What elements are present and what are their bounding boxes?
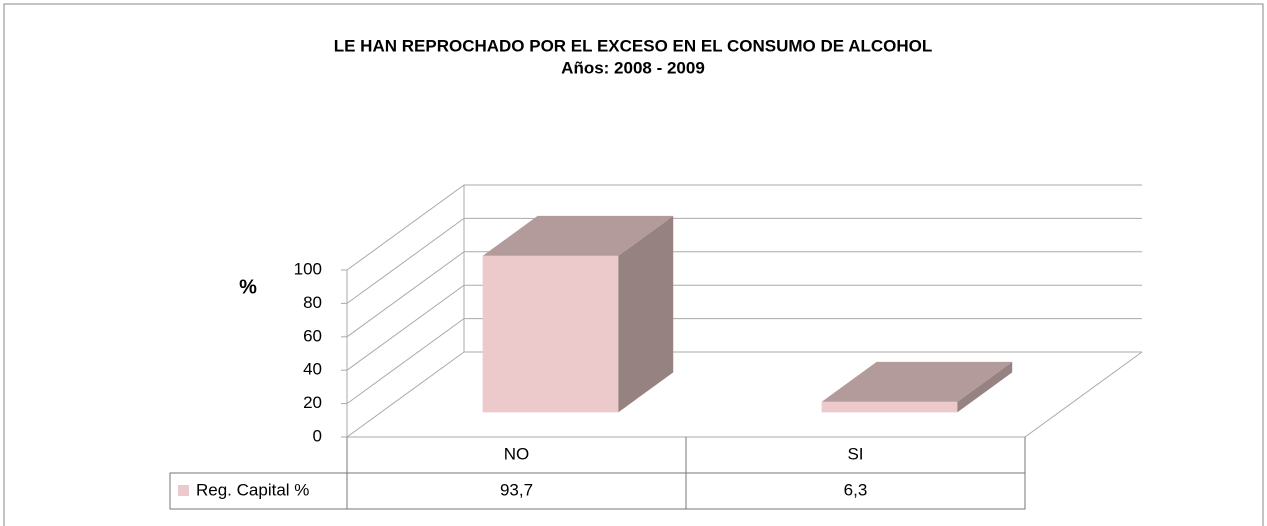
y-tick-label: 40 (303, 360, 322, 379)
chart-title: LE HAN REPROCHADO POR EL EXCESO EN EL CO… (334, 36, 933, 55)
legend-key (178, 485, 189, 496)
y-tick-label: 0 (313, 426, 322, 445)
legend-label: Reg. Capital % (196, 480, 309, 499)
y-axis-label: % (239, 276, 257, 298)
y-tick-label: 80 (303, 293, 322, 312)
y-tick-label: 60 (303, 326, 322, 345)
bar-top (482, 215, 674, 256)
x-tick-label: SI (847, 444, 863, 463)
y-tick-label: 20 (303, 393, 322, 412)
bar (482, 255, 619, 413)
data-label: 6,3 (844, 480, 868, 499)
bar (821, 401, 958, 413)
data-label: 93,7 (500, 480, 533, 499)
bar-top (821, 361, 1013, 402)
y-tick-label: 100 (294, 259, 322, 278)
chart-subtitle: Años: 2008 - 2009 (561, 58, 705, 77)
bar-side (618, 215, 674, 413)
x-tick-label: NO (504, 444, 530, 463)
bar-side (957, 361, 1013, 413)
